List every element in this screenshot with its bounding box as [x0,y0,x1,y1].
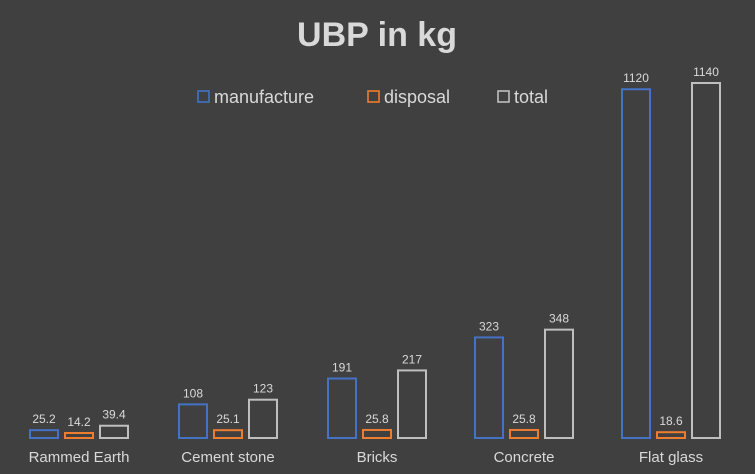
category-label-bricks: Bricks [357,449,398,466]
data-label-rammed-earth-manufacture: 25.2 [32,412,56,426]
data-label-bricks-disposal: 25.8 [365,412,389,426]
bar-flat-glass-manufacture [621,88,651,440]
plot-area: 25.2 14.2 39.4 Rammed Earth 108 25.1 123 Cement… [29,65,721,466]
data-label-bricks-total: 217 [402,352,422,366]
legend-swatch-disposal [367,90,380,103]
legend: manufacture disposal total [197,87,548,107]
bar-concrete-total [544,328,574,440]
data-label-cement-stone-disposal: 25.1 [216,412,240,426]
data-label-flat-glass-disposal: 18.6 [659,414,683,428]
chart-title: UBP in kg [297,16,457,54]
bar-cement-stone-total [248,398,278,439]
bar-bricks-disposal [362,428,392,439]
data-label-cement-stone-total: 123 [253,382,273,396]
legend-label-disposal: disposal [384,87,450,107]
bar-cement-stone-disposal [213,429,243,440]
bar-rammed-earth-total [99,424,129,440]
bar-cement-stone-manufacture [178,403,208,439]
data-label-flat-glass-manufacture: 1120 [623,71,649,85]
data-label-rammed-earth-disposal: 14.2 [67,415,91,429]
legend-label-total: total [514,87,548,107]
bar-bricks-manufacture [327,377,357,440]
bar-concrete-manufacture [474,336,504,439]
data-label-flat-glass-total: 1140 [693,65,719,79]
bar-flat-glass-disposal [656,431,686,439]
data-label-rammed-earth-total: 39.4 [102,408,126,422]
data-label-concrete-total: 348 [549,312,569,326]
bar-flat-glass-total [691,82,721,439]
category-label-cement-stone: Cement stone [181,449,274,466]
category-label-rammed-earth: Rammed Earth [29,449,130,466]
data-label-concrete-manufacture: 323 [479,319,499,333]
bar-concrete-disposal [509,428,539,439]
bar-rammed-earth-disposal [64,432,94,439]
legend-label-manufacture: manufacture [214,87,314,107]
category-label-flat-glass: Flat glass [639,449,703,466]
bar-bricks-total [397,369,427,440]
category-label-concrete: Concrete [494,449,555,466]
bar-rammed-earth-manufacture [29,429,59,439]
data-label-bricks-manufacture: 191 [332,361,352,375]
legend-swatch-total [497,90,510,103]
legend-swatch-manufacture [197,90,210,103]
data-label-cement-stone-manufacture: 108 [183,386,203,400]
data-label-concrete-disposal: 25.8 [512,412,536,426]
